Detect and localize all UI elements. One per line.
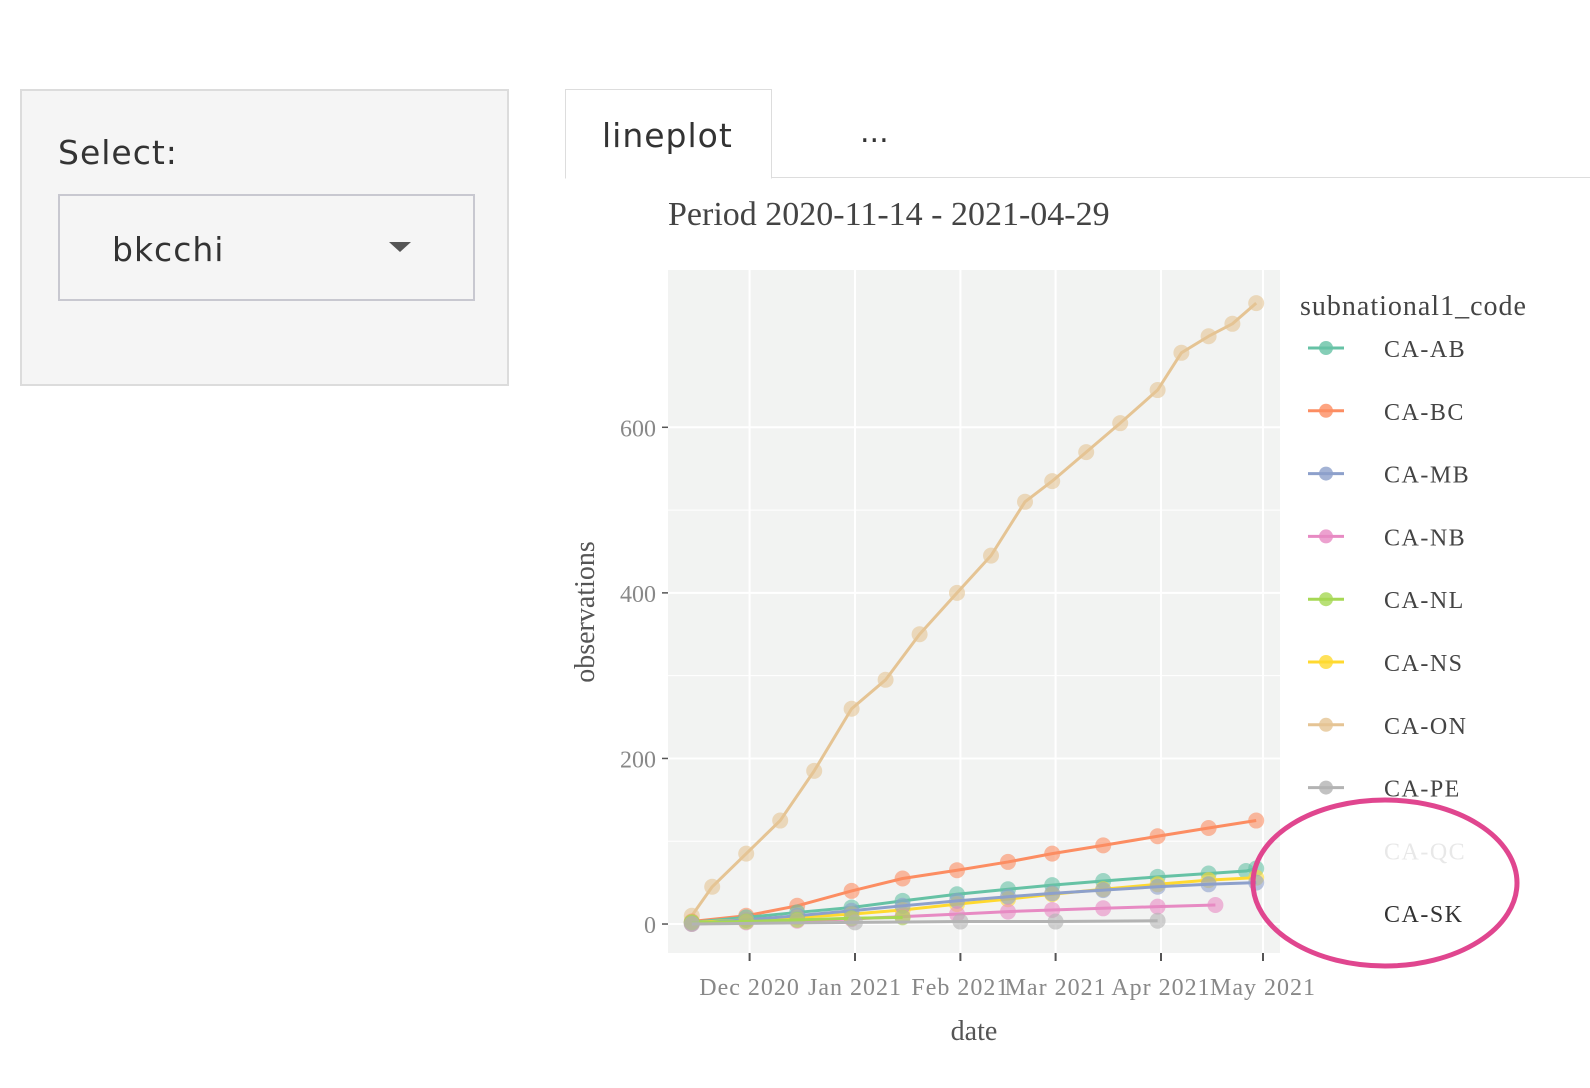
data-point [1248,812,1265,829]
legend: CA-ABCA-BCCA-MBCA-NBCA-NLCA-NSCA-ONCA-PE… [1308,337,1470,928]
legend-key-point [1319,529,1333,544]
data-point [983,547,999,564]
legend-label: CA-BC [1384,400,1465,426]
data-point [1044,885,1061,902]
y-tick-label: 0 [644,913,656,939]
data-point [1095,900,1112,917]
data-point [1200,819,1217,836]
legend-title: subnational1_code [1300,291,1527,322]
data-point [847,914,863,931]
legend-label: CA-QC [1384,839,1466,865]
data-point [1149,912,1166,929]
legend-label: CA-MB [1384,463,1470,489]
y-tick-label: 400 [620,582,656,608]
y-tick-label: 200 [620,747,656,773]
species-select[interactable]: bkcchi [58,194,475,301]
data-point [1173,344,1190,361]
legend-label: CA-NS [1384,651,1464,677]
data-point [1095,882,1112,899]
data-point [806,762,823,779]
legend-key-point [1319,717,1333,732]
data-point [1000,888,1016,905]
select-value: bkcchi [112,230,225,269]
legend-key-point [1319,403,1333,418]
series-layer [683,295,1265,933]
data-point [843,882,860,899]
data-point [911,626,928,643]
caret-down-icon [389,242,411,252]
data-point [772,812,789,829]
data-point [877,671,894,688]
data-point [1149,898,1166,915]
plot-panel [668,270,1280,953]
data-point [704,878,721,895]
legend-key-point [1319,341,1333,355]
x-tick-label: May 2021 [1210,975,1316,1001]
data-point [1044,473,1061,490]
legend-label: CA-NL [1384,588,1465,614]
data-point [1200,328,1217,345]
data-point [1044,845,1061,862]
data-point [1207,896,1224,913]
chart-title: Period 2020-11-14 - 2021-04-29 [668,196,1110,233]
data-point [952,913,969,930]
y-axis-label: observations [570,541,601,683]
data-point [738,913,755,930]
legend-label: CA-NB [1384,525,1466,551]
data-point [683,916,700,933]
select-label: Select: [58,133,178,172]
y-axis: 0 200 400 600 [620,416,668,939]
data-point [1000,853,1016,870]
legend-key-point [1319,655,1333,669]
data-point [843,700,860,717]
legend-key-point [1319,592,1333,607]
data-point [1047,913,1064,930]
data-point [1078,444,1095,461]
highlight-circle [1250,797,1520,969]
legend-key-point [1319,780,1333,795]
legend-key-point [1319,466,1333,481]
data-point [1149,878,1166,895]
sidebar-panel: Select: bkcchi [20,89,509,386]
x-tick-label: Feb 2021 [911,975,1009,1001]
grid [668,270,1280,953]
x-tick-label: Mar 2021 [1005,975,1107,1001]
x-tick-label: Jan 2021 [808,975,902,1001]
x-tick-label: Dec 2020 [699,975,800,1001]
legend-label: CA-AB [1384,337,1466,363]
data-point [1200,876,1217,893]
data-point [1017,493,1033,510]
legend-label: CA-ON [1384,714,1468,740]
data-point [1149,828,1166,845]
legend-label: CA-SK [1384,902,1464,928]
data-point [1149,382,1166,399]
tab-lineplot[interactable]: lineplot [565,89,772,179]
x-tick-label: Apr 2021 [1111,975,1210,1001]
data-point [1248,295,1265,312]
series-line [691,881,1257,925]
data-point [949,584,965,601]
line-plot: Period 2020-11-14 - 2021-04-29 0 200 400 60… [570,196,1527,1047]
data-point [1095,837,1112,854]
x-axis-label: date [951,1016,998,1047]
tab-bar [565,177,1590,178]
data-point [1000,903,1016,920]
data-point [789,911,806,928]
tab-more[interactable]: ... [860,115,889,150]
data-point [738,845,755,862]
data-point [894,870,911,887]
data-point [949,892,965,909]
series-line [691,819,1257,924]
data-point [1224,315,1241,332]
tab-lineplot-label: lineplot [602,116,733,155]
y-tick-label: 600 [620,416,656,442]
data-point [1112,415,1129,432]
data-point [949,862,965,879]
